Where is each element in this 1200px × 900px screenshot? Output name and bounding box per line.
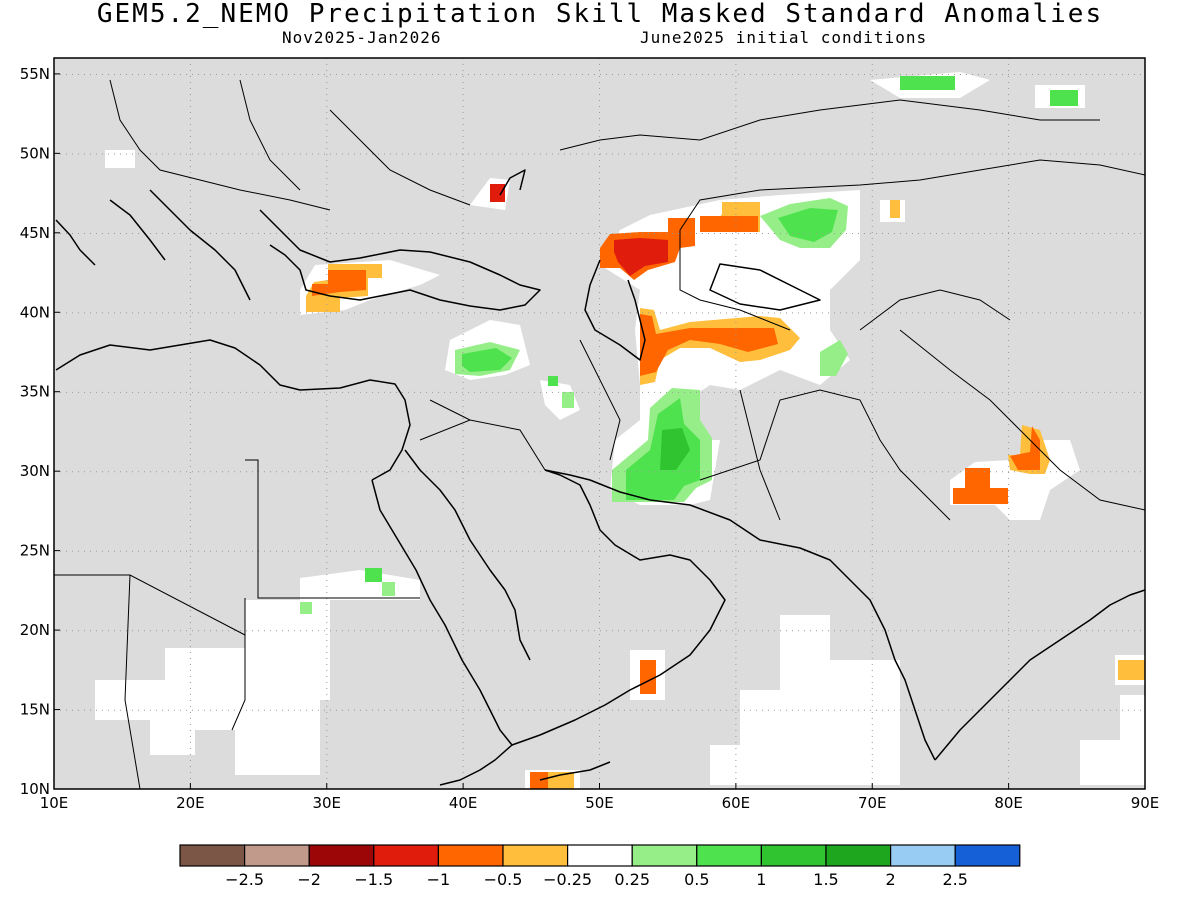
colorbar-swatch: [631, 844, 698, 867]
map-plot-area: [54, 58, 1145, 789]
x-tick-label: 10E: [40, 794, 69, 812]
colorbar-swatch: [954, 844, 1021, 867]
colorbar-swatch: [760, 844, 827, 867]
colorbar-label: −2.5: [225, 870, 264, 889]
colorbar-label: −0.5: [484, 870, 523, 889]
colorbar-swatch: [566, 844, 633, 867]
x-tick-label: 60E: [722, 794, 751, 812]
y-tick-label: 55N: [20, 65, 50, 83]
y-tick-label: 35N: [20, 383, 50, 401]
colorbar-label: 1: [756, 870, 766, 889]
x-tick-label: 70E: [858, 794, 887, 812]
y-tick-label: 15N: [20, 701, 50, 719]
x-tick-label: 40E: [449, 794, 478, 812]
colorbar-swatch: [308, 844, 375, 867]
colorbar-swatch: [244, 844, 310, 867]
forecast-period: Nov2025-Jan2026: [282, 28, 442, 47]
colorbar-label: 1.5: [813, 870, 838, 889]
colorbar-label: 0.5: [684, 870, 709, 889]
colorbar-label: −1: [427, 870, 451, 889]
wet-anomaly-regions: [300, 76, 1078, 614]
colorbar-label: 2: [886, 870, 896, 889]
colorbar: −2.5 −2 −1.5 −1 −0.5 −0.25 0.25 0.5 1 1.5 2 2.5: [179, 844, 1021, 889]
x-tick-label: 30E: [312, 794, 341, 812]
colorbar-label: 0.25: [614, 870, 650, 889]
coastlines: [55, 169, 1145, 786]
political-boundaries: [54, 79, 1145, 789]
y-tick-label: 10N: [20, 780, 50, 798]
y-tick-label: 25N: [20, 542, 50, 560]
colorbar-swatch: [502, 844, 569, 867]
colorbar-label: 2.5: [942, 870, 967, 889]
x-axis: 10E 20E 30E 40E 50E 60E 70E 80E 90E: [40, 783, 1160, 812]
x-tick-label: 90E: [1131, 794, 1160, 812]
colorbar-label: −2: [297, 870, 321, 889]
colorbar-label: −1.5: [354, 870, 393, 889]
y-tick-label: 20N: [20, 621, 50, 639]
x-tick-label: 80E: [994, 794, 1023, 812]
colorbar-label: −0.25: [543, 870, 592, 889]
x-tick-label: 20E: [176, 794, 205, 812]
dry-anomaly-regions: [306, 184, 1145, 789]
y-tick-label: 50N: [20, 144, 50, 162]
colorbar-swatch: [825, 844, 892, 867]
y-axis: 55N 50N 45N 40N 35N 30N 25N 20N 15N 10N: [20, 65, 60, 798]
colorbar-swatch: [696, 844, 762, 867]
y-tick-label: 40N: [20, 303, 50, 321]
map-title: GEM5.2_NEMO Precipitation Skill Masked S…: [96, 0, 1104, 29]
colorbar-swatch: [179, 844, 246, 867]
x-tick-label: 50E: [585, 794, 614, 812]
colorbar-swatch: [437, 844, 504, 867]
initial-conditions: June2025 initial conditions: [640, 28, 928, 47]
y-tick-label: 30N: [20, 462, 50, 480]
y-tick-label: 45N: [20, 224, 50, 242]
colorbar-swatch: [889, 844, 956, 867]
colorbar-swatch: [373, 844, 439, 867]
